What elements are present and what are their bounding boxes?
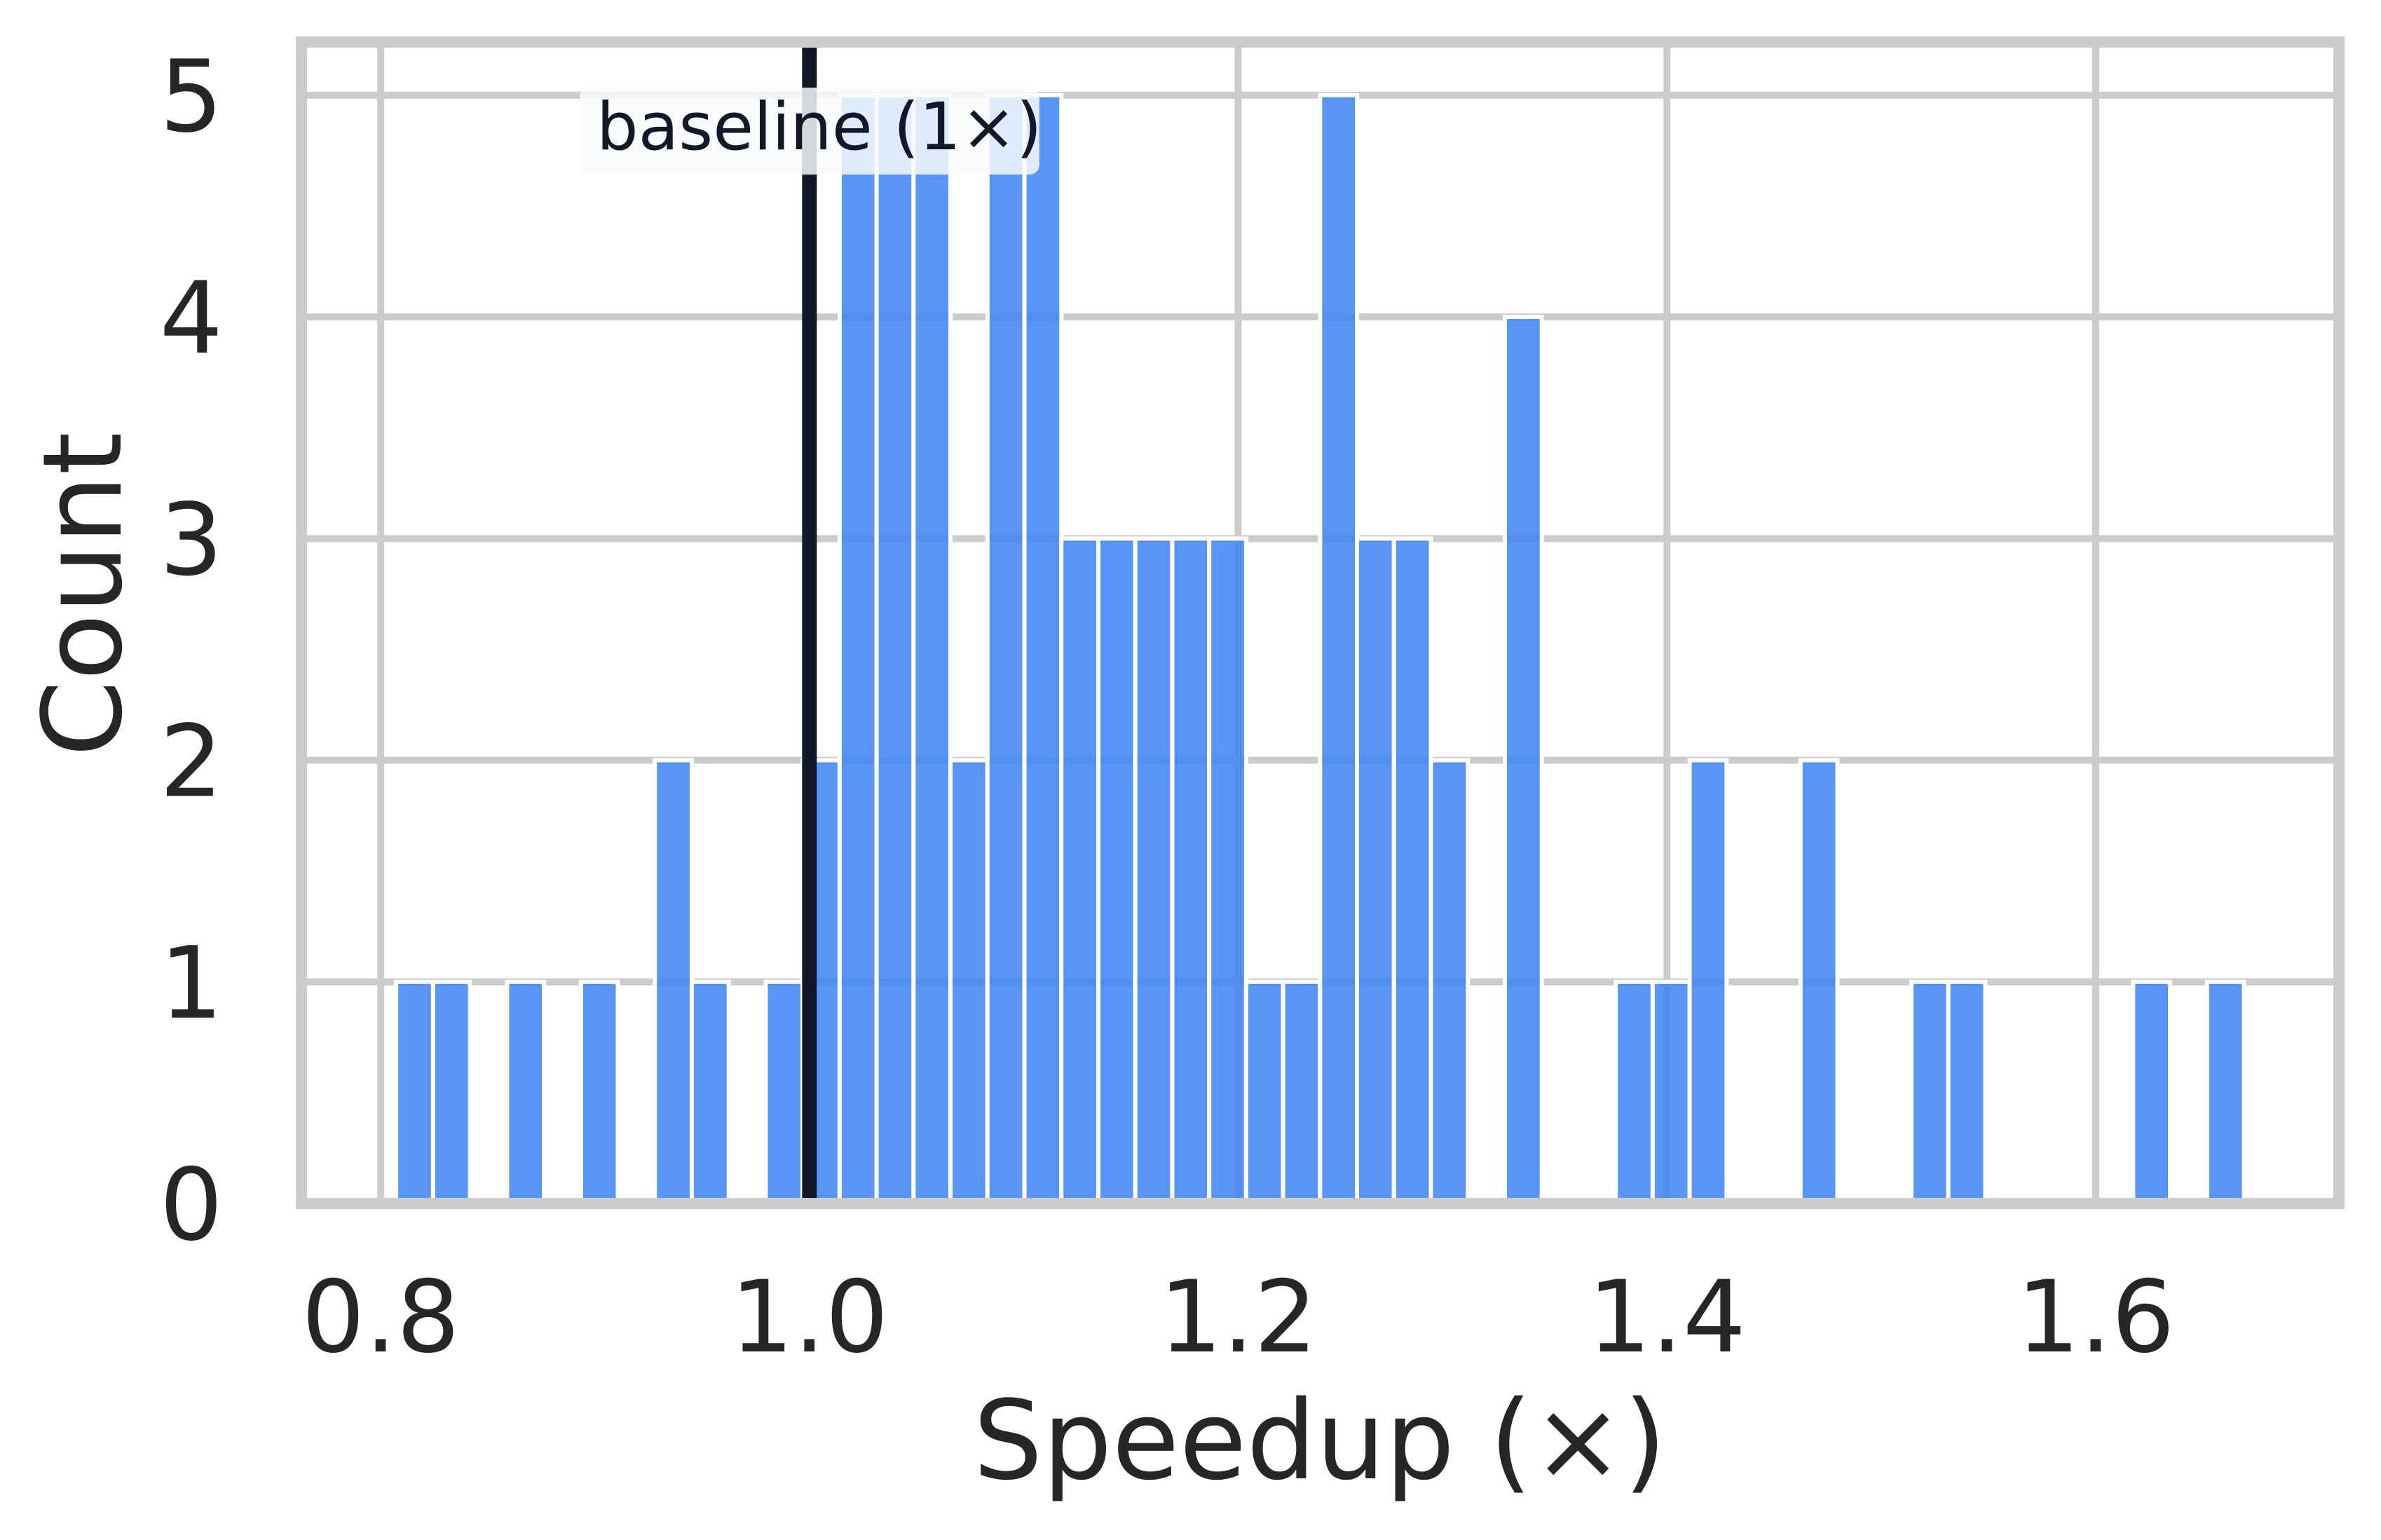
x-axis-label: Speedup (×) xyxy=(974,1377,1667,1504)
histogram-bar xyxy=(948,758,990,1206)
x-tick-label: 1.2 xyxy=(1159,1260,1318,1375)
histogram-bar xyxy=(1096,536,1138,1206)
histogram-bar xyxy=(1133,536,1175,1206)
histogram-bar xyxy=(1170,536,1212,1206)
histogram-bar xyxy=(1281,979,1323,1206)
histogram-bar xyxy=(505,979,547,1206)
histogram-bar xyxy=(2131,979,2173,1206)
histogram-bar xyxy=(689,979,731,1206)
x-tick-label: 1.6 xyxy=(2017,1260,2175,1375)
axes-frame xyxy=(296,36,2345,1209)
histogram-bar xyxy=(1391,536,1433,1206)
histogram-bar xyxy=(1650,979,1692,1206)
histogram-bar xyxy=(1318,93,1360,1206)
histogram-bar xyxy=(985,93,1027,1206)
histogram-bar xyxy=(1355,536,1396,1206)
y-tick-label: 3 xyxy=(160,482,223,598)
baseline-annotation: baseline (1×) xyxy=(580,88,1042,175)
histogram-bar xyxy=(653,758,694,1206)
histogram-bar xyxy=(1909,979,1951,1206)
y-tick-label: 4 xyxy=(160,261,223,376)
x-tick-label: 1.4 xyxy=(1588,1260,1746,1375)
y-tick-label: 0 xyxy=(160,1147,223,1263)
histogram-bar xyxy=(1022,93,1064,1206)
y-tick-labels: 0 1 2 3 4 5 xyxy=(160,39,223,1263)
histogram-bar xyxy=(837,93,879,1206)
histogram-bar xyxy=(1059,536,1100,1206)
histogram-bar xyxy=(1614,979,1655,1206)
histogram-bar xyxy=(1946,979,1988,1206)
histogram-bar xyxy=(1687,758,1729,1206)
histogram-bar xyxy=(1798,758,1840,1206)
histogram-bar xyxy=(394,979,435,1206)
histogram-bar xyxy=(874,93,916,1206)
histogram-bar xyxy=(911,93,953,1206)
x-tick-label: 1.0 xyxy=(730,1260,889,1375)
histogram-bar xyxy=(578,979,620,1206)
annotation-box xyxy=(580,88,1039,175)
histogram-bar xyxy=(763,979,805,1206)
y-axis-label: Count xyxy=(19,432,146,756)
histogram-bar xyxy=(1502,315,1544,1206)
y-tick-label: 5 xyxy=(160,39,223,155)
histogram-bar xyxy=(430,979,472,1206)
histogram-bar xyxy=(1428,758,1471,1206)
x-tick-label: 0.8 xyxy=(301,1260,460,1375)
histogram-bar xyxy=(1243,979,1285,1206)
annotation-text: baseline (1×) xyxy=(596,89,1042,165)
histogram-bar xyxy=(2204,979,2246,1206)
histogram-bar xyxy=(1207,536,1248,1206)
x-tick-labels: 0.8 1.0 1.2 1.4 1.6 xyxy=(301,1260,2175,1375)
y-tick-label: 2 xyxy=(160,704,223,820)
y-tick-label: 1 xyxy=(160,926,223,1042)
